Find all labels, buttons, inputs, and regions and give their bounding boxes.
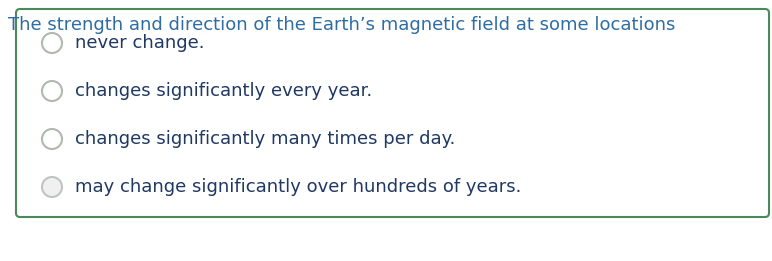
Text: never change.: never change.	[75, 34, 205, 52]
Text: changes significantly many times per day.: changes significantly many times per day…	[75, 130, 455, 148]
Circle shape	[42, 81, 62, 101]
Circle shape	[42, 33, 62, 53]
Circle shape	[42, 129, 62, 149]
FancyBboxPatch shape	[16, 9, 769, 217]
Text: The strength and direction of the Earth’s magnetic field at some locations: The strength and direction of the Earth’…	[8, 16, 676, 34]
Text: changes significantly every year.: changes significantly every year.	[75, 82, 372, 100]
Text: may change significantly over hundreds of years.: may change significantly over hundreds o…	[75, 178, 521, 196]
Circle shape	[42, 177, 62, 197]
